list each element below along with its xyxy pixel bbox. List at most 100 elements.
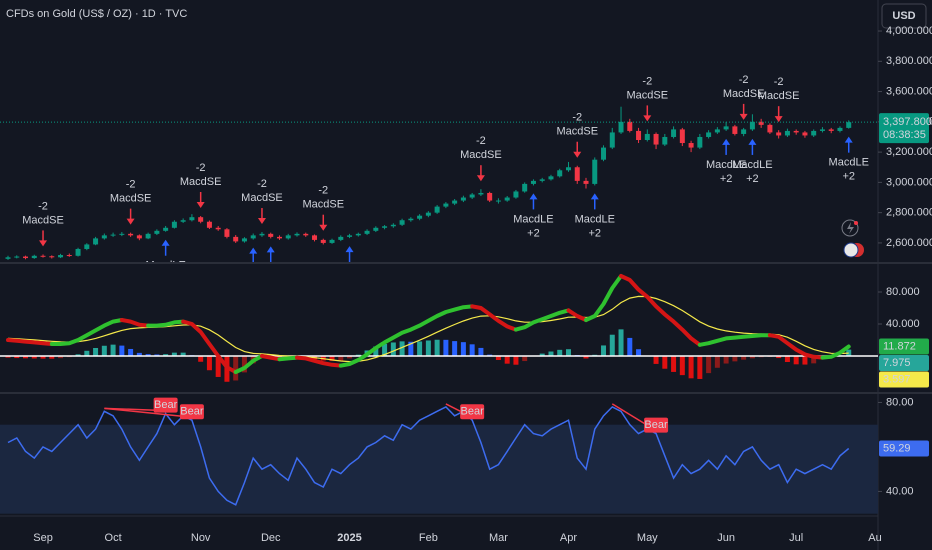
value-tag — [879, 355, 929, 372]
candle-body — [846, 122, 852, 128]
candle-body — [504, 197, 510, 201]
histogram-bar — [75, 354, 81, 356]
candle-body — [478, 192, 484, 195]
histogram-bar — [119, 345, 125, 356]
candle-body — [163, 227, 169, 231]
signal-label: MacdSE — [460, 149, 502, 161]
long-arrow-head — [722, 138, 731, 145]
histogram-bar — [749, 356, 755, 359]
histogram-bar — [732, 356, 738, 362]
histogram-bar — [145, 354, 151, 356]
histogram-bar — [163, 354, 169, 356]
signal-label: -2 — [196, 162, 206, 174]
long-arrow-head — [590, 193, 599, 200]
alert-icon[interactable] — [841, 219, 859, 237]
candle-body — [618, 121, 624, 133]
y-tick-label: 3,800.000 — [886, 55, 932, 67]
candle-body — [636, 130, 642, 141]
event-icon[interactable] — [843, 242, 859, 258]
x-tick-label: Apr — [560, 532, 577, 544]
candle-body — [723, 126, 729, 130]
candle-body — [259, 233, 265, 236]
histogram-bar — [40, 356, 46, 359]
candle-body — [382, 226, 388, 228]
histogram-bar — [347, 356, 353, 359]
candle-body — [609, 132, 615, 148]
histogram-bar — [671, 356, 677, 372]
candle-body — [206, 221, 212, 228]
histogram-bar — [741, 356, 747, 360]
candle-body — [644, 133, 650, 141]
candle-body — [452, 200, 458, 204]
histogram-bar — [583, 356, 589, 359]
histogram-bar — [601, 345, 607, 356]
histogram-bar — [495, 356, 501, 360]
histogram-bar — [434, 339, 440, 356]
histogram-bar — [373, 346, 379, 356]
currency-label[interactable]: USD — [892, 10, 915, 22]
macd-line — [820, 344, 851, 360]
histogram-bar — [5, 356, 11, 358]
candle-body — [557, 170, 563, 177]
signal-label: MacdSE — [110, 193, 152, 205]
candle-body — [583, 180, 589, 184]
histogram-bar — [128, 348, 134, 356]
histogram-bar — [802, 356, 808, 365]
candle-body — [373, 227, 379, 231]
x-tick-label: Sep — [33, 532, 53, 544]
candle-body — [688, 143, 694, 148]
macd-line — [119, 318, 151, 328]
signal-label: MacdLE — [575, 213, 615, 225]
currency-button[interactable] — [881, 3, 927, 29]
y-tick-label: 2,600.000 — [886, 237, 932, 249]
macd-line — [584, 274, 623, 322]
short-arrow-head — [126, 218, 135, 225]
long-arrow-head — [529, 193, 538, 200]
candle-body — [434, 206, 440, 213]
candle-body — [215, 227, 221, 230]
y-tick-label: 80.000 — [886, 286, 920, 298]
histogram-bar — [513, 356, 519, 365]
y-tick-label: 3,000.000 — [886, 176, 932, 188]
signal-label: MacdLE — [706, 159, 746, 171]
macd-line — [697, 333, 772, 347]
histogram-bar — [443, 339, 449, 356]
candle-body — [312, 235, 318, 240]
candle-body — [627, 121, 633, 131]
histogram-bar — [241, 356, 247, 373]
candle-body — [697, 136, 703, 148]
candle-body — [110, 234, 116, 236]
y-tick-label: 3,200.000 — [886, 146, 932, 158]
candle-body — [40, 255, 46, 257]
y-tick-label: 3,600.000 — [886, 85, 932, 97]
candle-body — [487, 192, 493, 201]
histogram-bar — [14, 356, 20, 359]
signal-label: MacdSE — [241, 192, 283, 204]
histogram-bar — [697, 356, 703, 379]
candle-body — [574, 167, 580, 181]
alert-icon-bolt — [847, 222, 854, 234]
candle-body — [154, 230, 160, 234]
histogram-bar — [31, 356, 37, 359]
histogram-bar — [548, 351, 554, 356]
y-tick-label: 4,000.000 — [886, 25, 932, 37]
histogram-bar — [522, 356, 528, 362]
macd-line — [233, 354, 264, 374]
histogram-bar — [618, 329, 624, 356]
short-arrow-head — [39, 240, 48, 247]
histogram-bar — [338, 356, 344, 361]
histogram-bar — [504, 356, 510, 364]
candle-body — [671, 129, 677, 137]
value-tag — [879, 371, 929, 388]
divergence-tag — [179, 404, 204, 420]
candle-body — [399, 220, 405, 225]
candle-body — [749, 121, 755, 130]
long-arrow-head — [266, 246, 275, 253]
x-tick-label: Oct — [105, 532, 122, 544]
candle-body — [417, 215, 423, 219]
candle-body — [592, 159, 598, 184]
candle-body — [565, 167, 571, 171]
candle-body — [513, 191, 519, 198]
signal-label: MacdLE — [829, 157, 869, 169]
short-arrow-head — [774, 116, 783, 123]
